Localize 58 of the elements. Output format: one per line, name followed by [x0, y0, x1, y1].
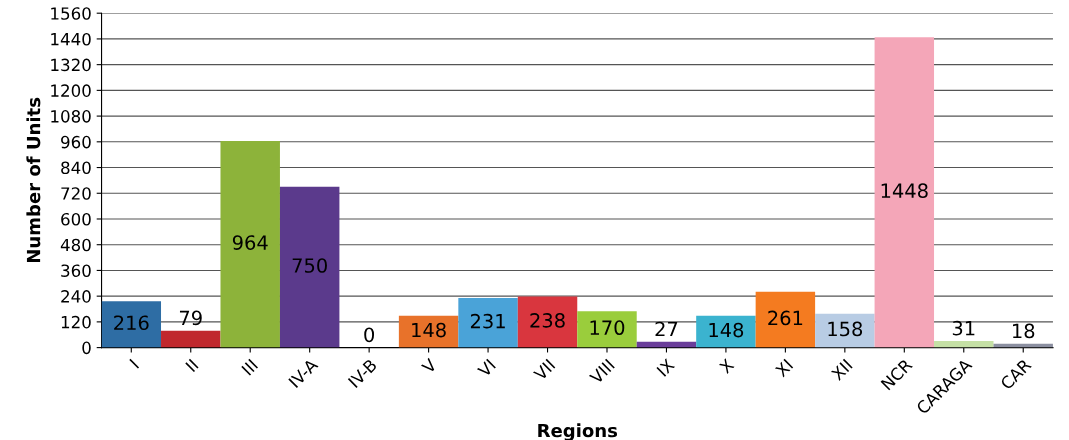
x-tick-label: IV-A — [288, 357, 319, 389]
x-tick-label: V — [421, 357, 438, 375]
x-tick-label: III — [241, 358, 259, 376]
y-tick-label: 1320 — [51, 58, 91, 72]
data-label: 31 — [952, 320, 975, 336]
data-label: 1448 — [881, 183, 928, 199]
bar — [577, 311, 637, 348]
y-tick-label: 840 — [61, 161, 91, 175]
y-tick-label: 720 — [61, 187, 91, 200]
bar — [755, 291, 816, 348]
bar — [815, 313, 875, 348]
y-tick-label: 1440 — [51, 32, 91, 46]
bar — [934, 340, 994, 348]
bar — [161, 330, 221, 348]
data-label: 148 — [709, 322, 744, 338]
data-label: 231 — [470, 313, 505, 329]
y-tick-label: 600 — [61, 212, 91, 226]
y-tick-label: 1080 — [51, 110, 91, 123]
data-label: 18 — [1013, 323, 1035, 339]
bar — [458, 298, 518, 348]
x-tick-label: IV-B — [347, 358, 378, 388]
y-tick-label: 1200 — [51, 84, 91, 97]
y-tick-label: 0 — [82, 341, 91, 355]
data-label: 216 — [114, 315, 149, 331]
data-label: 170 — [590, 320, 625, 336]
y-axis-title: Number of Units — [26, 97, 41, 263]
bar — [101, 301, 162, 348]
y-tick-label: 360 — [61, 264, 91, 277]
bar — [279, 186, 340, 348]
x-tick-label: VII — [532, 358, 556, 382]
y-tick-label: 960 — [61, 135, 91, 149]
x-tick-label: I — [129, 358, 140, 369]
data-label: 0 — [364, 327, 375, 343]
data-label: 27 — [655, 321, 678, 337]
x-tick-label: X — [718, 358, 735, 374]
data-label: 261 — [768, 310, 803, 326]
x-tick-label: XII — [830, 358, 853, 381]
x-axis-title: Regions — [538, 423, 618, 440]
bar — [696, 315, 756, 348]
x-tick-label: CAR — [999, 357, 1033, 391]
bar — [517, 296, 578, 348]
y-tick-label: 1560 — [51, 7, 91, 20]
x-tick-label: VIII — [588, 358, 615, 385]
y-tick-label: 480 — [60, 238, 91, 252]
x-tick-label: VI — [476, 358, 496, 378]
data-label: 238 — [530, 313, 565, 328]
x-tick-label: IX — [656, 358, 676, 377]
data-label: 79 — [179, 310, 202, 326]
data-label: 750 — [292, 258, 327, 273]
data-label: 964 — [232, 235, 268, 250]
data-label: 148 — [412, 322, 446, 338]
x-tick-label: XI — [774, 358, 794, 378]
bar — [874, 37, 935, 348]
x-tick-label: II — [185, 358, 199, 373]
bar — [220, 140, 280, 348]
y-tick-label: 240 — [61, 290, 91, 303]
y-tick-label: 120 — [61, 315, 91, 329]
data-label: 158 — [828, 321, 863, 337]
